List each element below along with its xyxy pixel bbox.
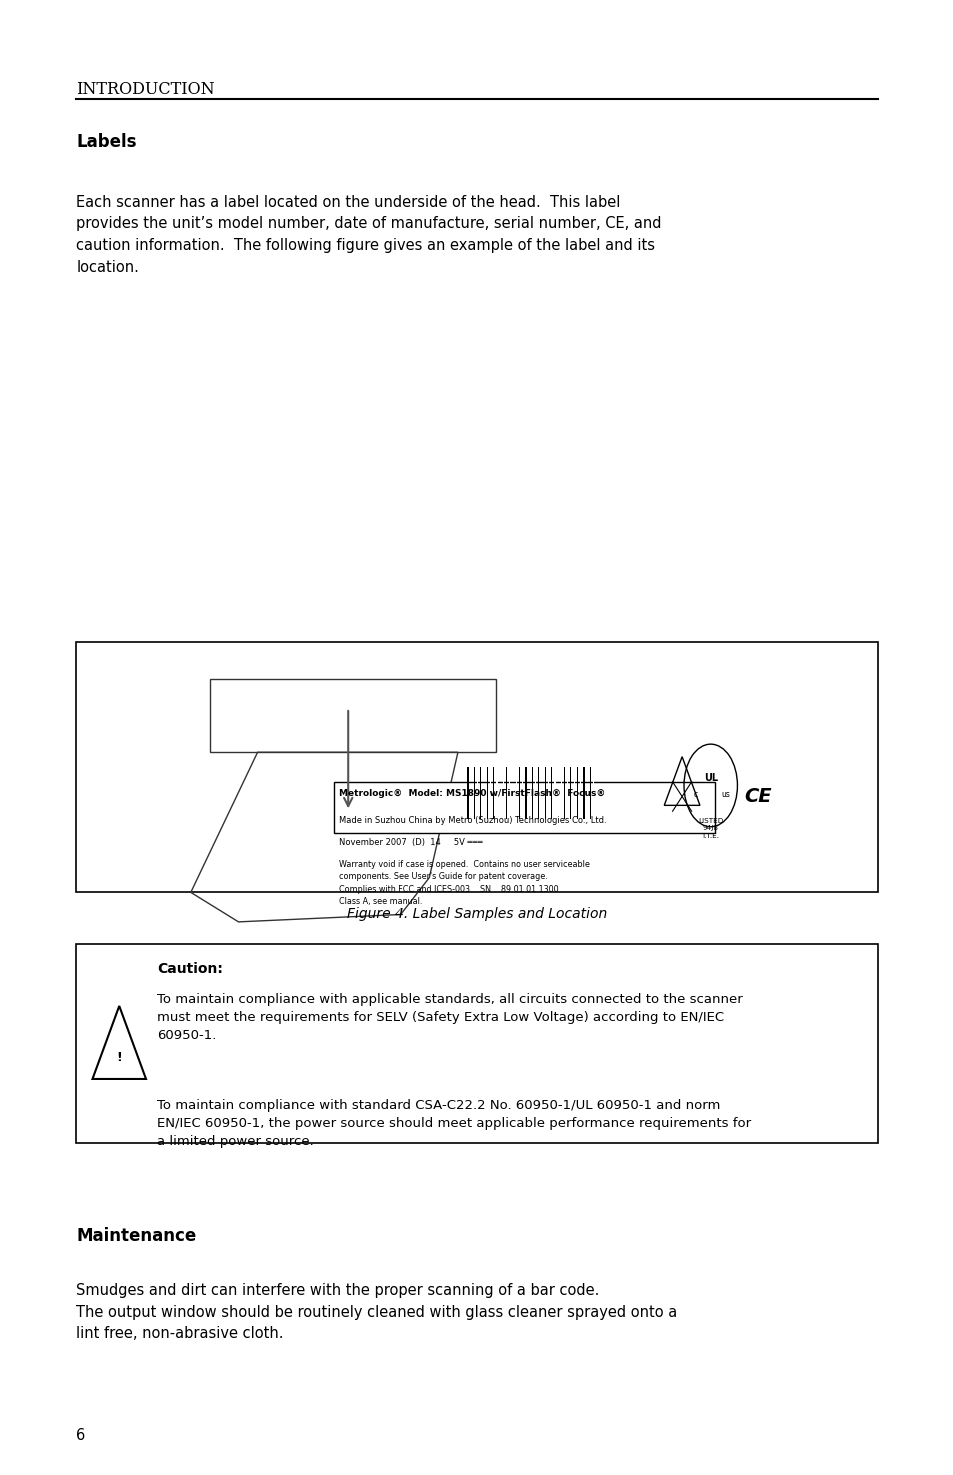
Text: To maintain compliance with standard CSA-C22.2 No. 60950-1/UL 60950-1 and norm
E: To maintain compliance with standard CSA… [157,1099,751,1148]
Text: c: c [693,789,697,799]
FancyBboxPatch shape [583,767,584,819]
FancyBboxPatch shape [525,767,526,819]
Text: To maintain compliance with applicable standards, all circuits connected to the : To maintain compliance with applicable s… [157,993,742,1041]
Text: !: ! [116,1052,122,1063]
FancyBboxPatch shape [535,767,536,819]
FancyBboxPatch shape [467,767,468,819]
Text: Metrologic®  Model: MS1890 w/FirstFlash®  Focus®: Metrologic® Model: MS1890 w/FirstFlash® … [338,789,604,798]
FancyBboxPatch shape [486,767,488,819]
Text: us: us [720,789,730,799]
Text: Maintenance: Maintenance [76,1227,196,1245]
FancyBboxPatch shape [544,767,545,819]
FancyBboxPatch shape [76,944,877,1143]
Text: Warranty void if case is opened.  Contains no user serviceable
components. See U: Warranty void if case is opened. Contain… [338,860,589,907]
FancyBboxPatch shape [476,767,477,819]
Text: Smudges and dirt can interfere with the proper scanning of a bar code.
The outpu: Smudges and dirt can interfere with the … [76,1283,677,1341]
Text: UL: UL [703,773,717,783]
Text: CE: CE [744,788,771,805]
FancyBboxPatch shape [573,767,575,819]
Text: Each scanner has a label located on the underside of the head.  This label
provi: Each scanner has a label located on the … [76,195,661,274]
FancyBboxPatch shape [334,782,715,833]
FancyBboxPatch shape [516,767,517,819]
Text: Made in Suzhou China by Metro (Suzhou) Technologies Co., Ltd.: Made in Suzhou China by Metro (Suzhou) T… [338,816,606,825]
FancyBboxPatch shape [505,767,507,819]
Text: LISTED
94J8
I.T.E.: LISTED 94J8 I.T.E. [698,817,722,839]
Text: 6: 6 [76,1428,86,1443]
Text: Labels: Labels [76,133,136,150]
FancyBboxPatch shape [593,767,594,819]
Text: November 2007  (D)  14     5V ═══: November 2007 (D) 14 5V ═══ [338,838,481,847]
FancyBboxPatch shape [554,767,555,819]
FancyBboxPatch shape [76,642,877,892]
FancyBboxPatch shape [563,767,565,819]
Text: Caution:: Caution: [157,962,223,975]
Text: Figure 4. Label Samples and Location: Figure 4. Label Samples and Location [347,907,606,920]
FancyBboxPatch shape [496,767,497,819]
Text: INTRODUCTION: INTRODUCTION [76,81,214,99]
